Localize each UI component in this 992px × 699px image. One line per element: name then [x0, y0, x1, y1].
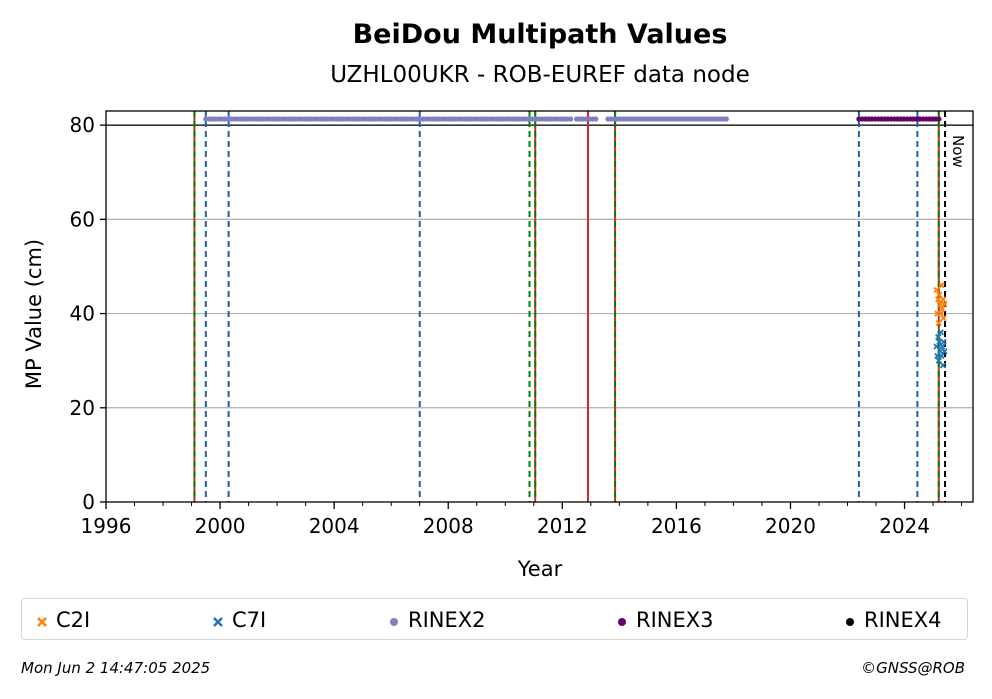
x-tick-label-2016: 2016: [651, 514, 702, 538]
legend-item-rinex4: RINEX4: [844, 608, 942, 633]
point-c2i: [933, 286, 940, 294]
point-c2i: [938, 282, 945, 289]
chart-subtitle: UZHL00UKR - ROB-EUREF data node: [330, 62, 749, 88]
dot-marker-icon: [844, 609, 856, 633]
y-tick-label-60: 60: [70, 207, 95, 231]
x-tick-label-2000: 2000: [195, 514, 246, 538]
point-rinex2-2: [723, 116, 729, 122]
point-c2i: [940, 315, 947, 322]
point-rinex3-0: [936, 116, 942, 122]
point-c7i: [941, 348, 948, 355]
x-tick-label-2012: 2012: [537, 514, 588, 538]
point-rinex2-1: [593, 116, 599, 122]
point-c2i: [936, 291, 943, 298]
point-c2i: [935, 296, 942, 303]
y-tick-label-80: 80: [70, 113, 95, 137]
dot-marker-icon: [616, 609, 628, 633]
point-c7i: [935, 357, 942, 364]
point-c7i: [939, 343, 946, 350]
legend-item-rinex3: RINEX3: [616, 608, 714, 633]
now-label: Now: [949, 135, 967, 168]
y-tick-label-40: 40: [70, 302, 95, 326]
legend: C2I C7I RINEX2 RINEX3 RINEX4: [21, 598, 968, 640]
point-c7i: [937, 329, 944, 336]
x-tick-label-2008: 2008: [423, 514, 474, 538]
point-c7i: [939, 362, 947, 369]
x-tick-label-2024: 2024: [879, 514, 930, 538]
x-marker-icon: [36, 609, 48, 633]
point-rinex2-0: [568, 116, 574, 122]
point-c7i: [935, 333, 942, 341]
point-c2i: [939, 296, 947, 303]
legend-item-c7i: C7I: [212, 608, 266, 633]
point-c7i: [940, 338, 947, 345]
x-marker-icon: [212, 609, 224, 633]
legend-label-rinex4: RINEX4: [864, 608, 942, 632]
legend-item-rinex2: RINEX2: [388, 608, 486, 633]
chart-title: BeiDou Multipath Values: [353, 19, 728, 50]
legend-label-c2i: C2I: [56, 608, 91, 632]
point-c2i: [941, 301, 948, 308]
point-c2i: [935, 319, 942, 327]
x-axis-label: Year: [517, 557, 563, 581]
point-c2i: [937, 310, 944, 317]
x-tick-label-1996: 1996: [81, 514, 132, 538]
legend-label-rinex3: RINEX3: [636, 608, 714, 632]
y-tick-label-20: 20: [70, 396, 95, 420]
legend-label-c7i: C7I: [232, 608, 267, 632]
timestamp: Mon Jun 2 14:47:05 2025: [21, 659, 211, 677]
plot-frame: [105, 110, 974, 503]
dot-marker-icon: [388, 609, 400, 633]
legend-label-rinex2: RINEX2: [408, 608, 486, 632]
point-c7i: [938, 352, 945, 360]
x-tick-label-2004: 2004: [309, 514, 360, 538]
y-tick-label-0: 0: [82, 490, 95, 514]
point-c7i: [933, 343, 940, 350]
copyright: ©GNSS@ROB: [861, 659, 965, 677]
point-c2i: [939, 305, 946, 312]
legend-item-c2i: C2I: [36, 608, 90, 633]
x-tick-label-2020: 2020: [765, 514, 816, 538]
y-axis-label: MP Value (cm): [22, 239, 46, 389]
